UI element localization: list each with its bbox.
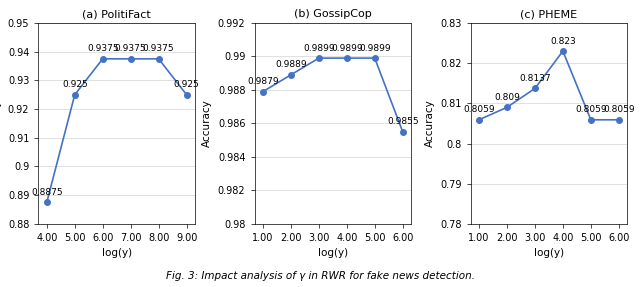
- Text: 0.9879: 0.9879: [247, 77, 278, 86]
- Text: 0.9375: 0.9375: [143, 44, 175, 53]
- Title: (b) GossipCop: (b) GossipCop: [294, 9, 372, 20]
- Text: 0.809: 0.809: [494, 93, 520, 102]
- Text: 0.9899: 0.9899: [331, 44, 363, 53]
- Text: 0.9899: 0.9899: [359, 44, 390, 53]
- Title: (a) PolitiFact: (a) PolitiFact: [83, 9, 151, 20]
- Text: 0.8059: 0.8059: [463, 105, 495, 114]
- Y-axis label: Accuracy: Accuracy: [202, 100, 212, 147]
- Y-axis label: Accuracy: Accuracy: [424, 100, 435, 147]
- Text: 0.9375: 0.9375: [87, 44, 118, 53]
- Text: 0.9855: 0.9855: [387, 117, 419, 126]
- Y-axis label: Accuracy: Accuracy: [0, 100, 3, 147]
- Text: 0.823: 0.823: [550, 36, 576, 46]
- Title: (c) PHEME: (c) PHEME: [520, 9, 577, 20]
- Text: 0.9899: 0.9899: [303, 44, 335, 53]
- Text: 0.8875: 0.8875: [31, 188, 63, 197]
- X-axis label: log(y): log(y): [534, 249, 564, 258]
- Text: 0.8137: 0.8137: [519, 74, 551, 83]
- Text: Fig. 3: Impact analysis of γ in RWR for fake news detection.: Fig. 3: Impact analysis of γ in RWR for …: [166, 271, 474, 280]
- Text: 0.925: 0.925: [62, 80, 88, 89]
- X-axis label: log(y): log(y): [102, 249, 132, 258]
- Text: 0.925: 0.925: [173, 80, 200, 89]
- Text: 0.9889: 0.9889: [275, 60, 307, 69]
- Text: 0.9375: 0.9375: [115, 44, 147, 53]
- Text: 0.8059: 0.8059: [603, 105, 635, 114]
- X-axis label: log(y): log(y): [317, 249, 348, 258]
- Text: 0.8059: 0.8059: [575, 105, 607, 114]
